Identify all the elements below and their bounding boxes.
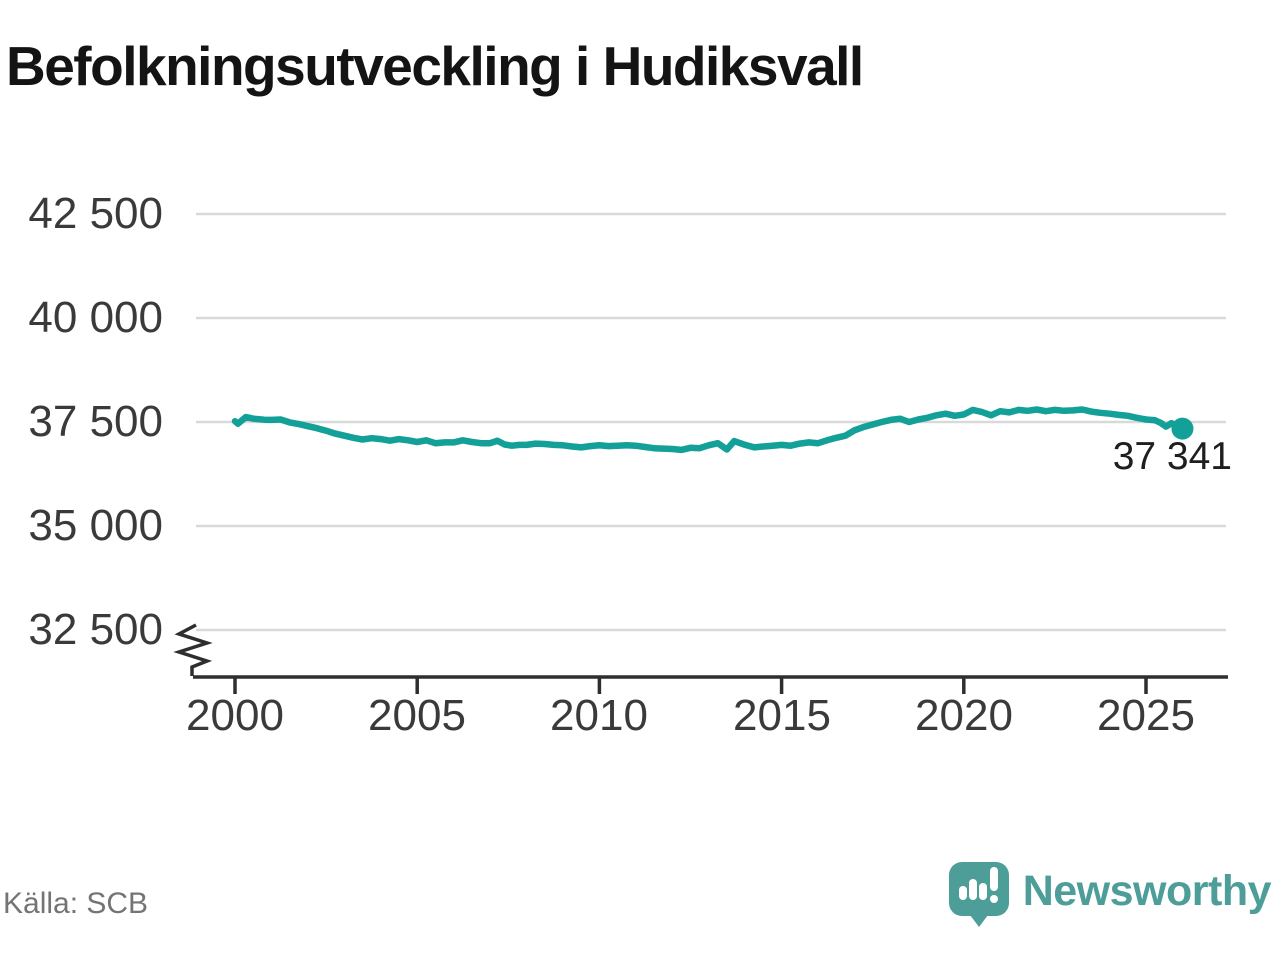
y-axis-tick-label: 42 500 — [28, 189, 163, 238]
y-axis-tick-label: 37 500 — [28, 397, 163, 446]
y-axis-tick-label: 32 500 — [28, 605, 163, 654]
y-axis-tick-label: 35 000 — [28, 501, 163, 550]
y-axis-tick-label: 40 000 — [28, 293, 163, 342]
x-axis-tick-label: 2025 — [1097, 691, 1195, 740]
newsworthy-wordmark: Newsworthy — [1022, 867, 1272, 915]
source-caption: Källa: SCB — [3, 887, 149, 920]
x-axis-tick-label: 2005 — [368, 691, 466, 740]
newsworthy-logo: Newsworthy — [948, 861, 1272, 929]
newsworthy-speech-bubble-chart-icon — [948, 862, 1009, 927]
latest-value-label: 37 341 — [1112, 435, 1232, 478]
page-title: Befolkningsutveckling i Hudiksvall — [6, 35, 864, 97]
x-axis-tick-label: 2020 — [915, 691, 1013, 740]
x-axis-tick-label: 2000 — [186, 691, 284, 740]
x-axis-tick-label: 2010 — [550, 691, 648, 740]
x-axis-tick-label: 2015 — [733, 691, 831, 740]
